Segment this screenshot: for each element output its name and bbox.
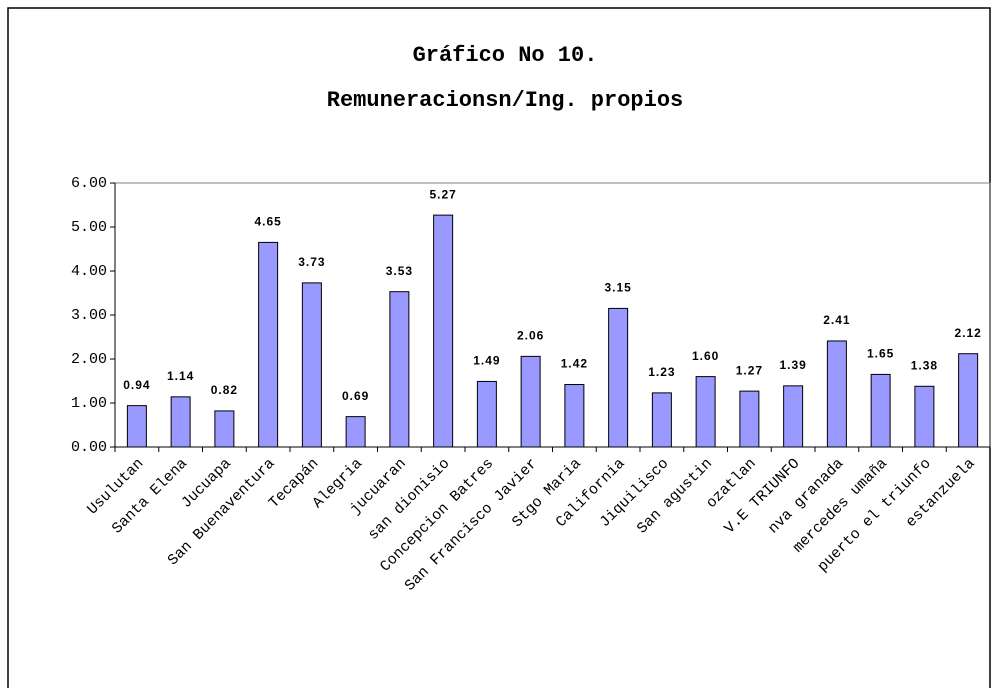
value-label: 1.38 (911, 358, 938, 372)
value-label: 0.94 (123, 378, 150, 392)
value-label: 1.65 (867, 347, 894, 361)
chart-title: Gráfico No 10. (413, 43, 598, 68)
y-tick-label: 1.00 (71, 395, 107, 412)
value-label: 3.53 (386, 264, 413, 278)
value-label: 1.49 (473, 354, 500, 368)
bar (126, 405, 147, 448)
value-label: 1.39 (779, 358, 806, 372)
value-label: 3.15 (604, 281, 631, 295)
value-label: 1.42 (561, 357, 588, 371)
value-label: 4.65 (254, 215, 281, 229)
y-tick-label: 3.00 (71, 307, 107, 324)
value-label: 2.12 (954, 326, 981, 340)
bar (476, 380, 497, 448)
bar (783, 385, 804, 448)
value-label: 0.69 (342, 389, 369, 403)
value-label: 1.23 (648, 365, 675, 379)
y-tick-label: 4.00 (71, 263, 107, 280)
value-label: 1.27 (736, 363, 763, 377)
value-label: 2.41 (823, 313, 850, 327)
bar (345, 416, 366, 448)
bar (826, 340, 847, 448)
bar (389, 291, 410, 448)
value-label: 1.60 (692, 349, 719, 363)
bar (914, 385, 935, 448)
bar (301, 282, 322, 448)
value-label: 3.73 (298, 255, 325, 269)
plot-area (114, 182, 991, 448)
bar (739, 390, 760, 448)
y-tick-label: 2.00 (71, 351, 107, 368)
bar (170, 396, 191, 448)
y-tick-label: 0.00 (71, 439, 107, 456)
value-label: 5.27 (429, 187, 456, 201)
bar (564, 384, 585, 448)
bar (695, 376, 716, 448)
bar (520, 355, 541, 448)
chart-title: Remuneracionsn/Ing. propios (327, 88, 683, 113)
x-tick-label: Santa Elena (109, 455, 191, 537)
bar (870, 373, 891, 448)
value-label: 2.06 (517, 329, 544, 343)
bar (214, 410, 235, 448)
x-tick-label: V.E TRIUNFO (721, 455, 803, 537)
bar (958, 353, 979, 448)
bar (258, 241, 279, 448)
y-tick-label: 6.00 (71, 175, 107, 192)
x-tick-label: San agustin (634, 455, 716, 537)
y-tick-label: 5.00 (71, 219, 107, 236)
bar (651, 392, 672, 448)
value-label: 0.82 (211, 383, 238, 397)
bar (433, 214, 454, 448)
value-label: 1.14 (167, 369, 194, 383)
x-tick-label: nva granada (765, 455, 847, 537)
bar (608, 307, 629, 448)
